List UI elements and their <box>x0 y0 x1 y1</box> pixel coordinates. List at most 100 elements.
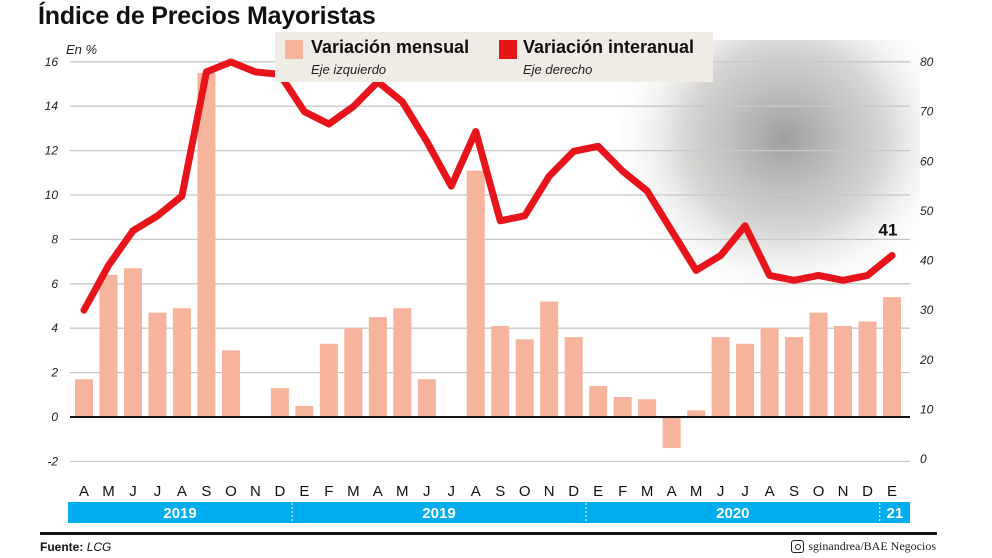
x-axis-month-label: J <box>741 483 749 500</box>
credit-text: sginandrea/BAE Negocios <box>808 539 936 553</box>
bar-monthly <box>368 317 387 417</box>
bar-monthly <box>148 312 167 417</box>
right-axis-tick-label: 10 <box>920 402 934 416</box>
bar-monthly <box>589 385 608 417</box>
instagram-icon <box>791 540 805 553</box>
x-axis-month-label: J <box>129 483 137 500</box>
bar-monthly <box>221 350 240 417</box>
x-axis-month-label: N <box>544 483 555 500</box>
legend-sub-yearly: Eje derecho <box>523 62 593 77</box>
left-axis-tick-label: 12 <box>45 144 59 158</box>
x-axis-month-label: M <box>102 483 115 500</box>
footer-divider <box>40 532 937 535</box>
left-axis-tick-label: 14 <box>45 99 59 113</box>
x-axis-month-label: A <box>177 483 187 500</box>
left-axis-tick-label: 10 <box>45 188 59 202</box>
bar-monthly <box>687 410 706 417</box>
credit: sginandrea/BAE Negocios <box>791 539 936 554</box>
line-yearly <box>80 58 896 314</box>
x-axis-month-label: S <box>201 483 211 500</box>
x-axis-month-label: D <box>862 483 873 500</box>
bar-monthly <box>809 312 828 417</box>
year-label: 21 <box>887 505 904 522</box>
bar-monthly <box>638 399 657 417</box>
x-axis-month-label: E <box>299 483 309 500</box>
year-band <box>68 502 910 523</box>
year-label: 2019 <box>422 505 455 522</box>
x-axis-month-label: J <box>154 483 162 500</box>
legend: Variación mensual Eje izquierdo Variació… <box>275 32 713 82</box>
bar-monthly <box>270 388 289 417</box>
x-axis-month-label: A <box>471 483 481 500</box>
unit-label: En % <box>66 42 98 57</box>
legend-swatch-yearly <box>499 40 517 59</box>
source-label: Fuente: <box>40 540 84 554</box>
bar-monthly <box>319 343 338 417</box>
bar-monthly <box>785 337 804 417</box>
right-axis-tick-label: 50 <box>920 204 934 218</box>
x-axis-month-label: E <box>887 483 897 500</box>
right-axis-tick-label: 60 <box>920 154 934 168</box>
year-label: 2020 <box>716 505 749 522</box>
x-axis-month-label: D <box>274 483 285 500</box>
x-axis-month-label: A <box>667 483 677 500</box>
bar-monthly <box>466 170 485 417</box>
right-axis-tick-label: 0 <box>920 452 927 466</box>
x-axis-month-label: J <box>423 483 431 500</box>
bar-monthly <box>883 297 901 417</box>
chart-title: Índice de Precios Mayoristas <box>38 2 376 30</box>
bar-monthly <box>515 339 534 417</box>
bar-monthly <box>75 379 93 417</box>
x-axis-month-label: O <box>519 483 531 500</box>
bar-monthly <box>540 301 559 417</box>
x-axis-month-label: F <box>324 483 333 500</box>
bar-monthly <box>197 72 216 418</box>
x-axis-month-label: N <box>250 483 261 500</box>
legend-label-yearly: Variación interanual <box>523 37 695 57</box>
x-axis-month-label: O <box>813 483 825 500</box>
x-axis-month-label: S <box>789 483 799 500</box>
x-axis-month-label: O <box>225 483 237 500</box>
x-axis-month-label: A <box>79 483 89 500</box>
left-axis-tick-label: 16 <box>45 55 59 69</box>
source: Fuente: LCG <box>40 540 111 554</box>
bar-monthly <box>711 337 730 417</box>
bar-monthly <box>172 308 191 417</box>
legend-swatch-monthly <box>285 40 303 59</box>
bar-monthly <box>123 268 142 417</box>
x-axis-month-label: J <box>448 483 456 500</box>
left-axis-tick-label: -2 <box>47 454 58 468</box>
bar-monthly <box>662 417 681 449</box>
right-axis-tick-label: 40 <box>920 254 934 268</box>
bar-monthly <box>736 343 755 417</box>
bar-monthly <box>99 274 118 417</box>
bar-monthly <box>344 328 363 417</box>
x-axis-month-label: M <box>641 483 654 500</box>
left-axis-tick-label: 0 <box>51 410 58 424</box>
legend-label-monthly: Variación mensual <box>311 37 470 57</box>
left-axis-tick-label: 2 <box>50 366 58 380</box>
x-axis-month-label: F <box>618 483 627 500</box>
bar-monthly <box>491 325 510 417</box>
bar-monthly <box>858 321 877 417</box>
right-axis-tick-label: 80 <box>920 55 934 69</box>
x-axis-month-label: M <box>690 483 703 500</box>
bar-monthly <box>760 328 779 417</box>
right-axis-tick-label: 20 <box>919 353 934 367</box>
x-axis-month-label: J <box>717 483 725 500</box>
x-axis-month-label: M <box>347 483 360 500</box>
x-axis-month-label: S <box>495 483 505 500</box>
bar-monthly <box>613 397 632 417</box>
bar-monthly <box>393 308 412 417</box>
x-axis-month-label: E <box>593 483 603 500</box>
x-axis-month-label: A <box>373 483 383 500</box>
x-axis-month-label: M <box>396 483 409 500</box>
right-axis-tick-label: 70 <box>920 105 934 119</box>
year-label: 2019 <box>163 505 196 522</box>
legend-sub-monthly: Eje izquierdo <box>311 62 387 77</box>
left-axis-tick-label: 8 <box>51 232 58 246</box>
bar-monthly <box>564 337 583 417</box>
x-axis-month-label: N <box>838 483 849 500</box>
bar-monthly <box>834 325 853 417</box>
